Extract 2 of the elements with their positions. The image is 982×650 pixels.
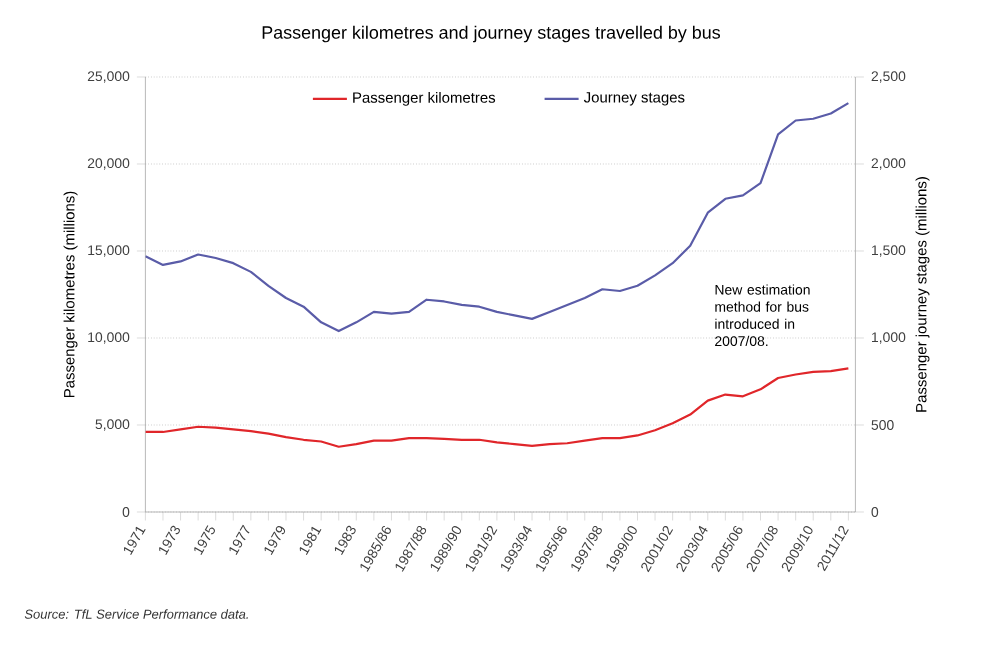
chart-title: Passenger kilometres and journey stages travelled by bus: [262, 25, 721, 43]
line-series: [145, 367, 850, 448]
